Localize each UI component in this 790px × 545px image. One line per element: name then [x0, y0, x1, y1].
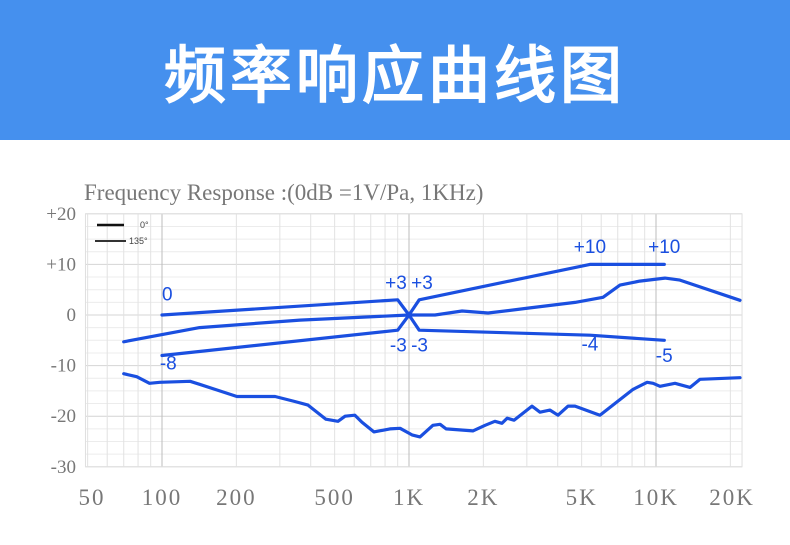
x-tick-label: 10K — [633, 485, 679, 510]
y-tick-label: 0 — [67, 305, 77, 326]
data-label: -5 — [656, 346, 673, 367]
data-label: 0 — [162, 284, 173, 305]
data-label: -3 — [390, 335, 407, 356]
data-label: -4 — [581, 334, 598, 355]
page-title: 频率响应曲线图 — [163, 39, 626, 112]
data-label: +3 — [411, 273, 433, 294]
x-tick-label: 200 — [216, 485, 257, 510]
series-line-1 — [160, 262, 666, 358]
x-tick-label: 500 — [314, 485, 355, 510]
y-tick-label: -20 — [51, 406, 76, 427]
x-tick-label: 20K — [709, 485, 755, 510]
data-label: -3 — [411, 335, 428, 356]
series-line-2 — [122, 276, 742, 344]
x-tick-label: 50 — [79, 485, 106, 510]
legend: 0° 135° — [95, 220, 149, 246]
y-tick-label: -30 — [51, 457, 76, 478]
legend-label-0: 0° — [140, 220, 149, 230]
data-label: +10 — [648, 237, 680, 258]
header-banner: 频率响应曲线图 — [0, 0, 790, 140]
y-tick-label: +10 — [46, 254, 76, 275]
data-label: +3 — [385, 273, 407, 294]
series-line-0 — [160, 298, 666, 342]
y-tick-label: -10 — [51, 356, 76, 377]
x-tick-label: 1K — [393, 485, 425, 510]
plot-frame — [84, 213, 743, 468]
series-line-3 — [122, 372, 742, 439]
x-tick-label: 2K — [467, 485, 499, 510]
x-tick-label: 100 — [142, 485, 183, 510]
data-label: +10 — [574, 237, 606, 258]
y-tick-label: +20 — [46, 204, 76, 225]
x-tick-label: 5K — [566, 485, 598, 510]
legend-label-135: 135° — [129, 236, 148, 246]
data-label: -8 — [160, 354, 177, 375]
chart-title: Frequency Response :(0dB =1V/Pa, 1KHz) — [84, 180, 483, 205]
